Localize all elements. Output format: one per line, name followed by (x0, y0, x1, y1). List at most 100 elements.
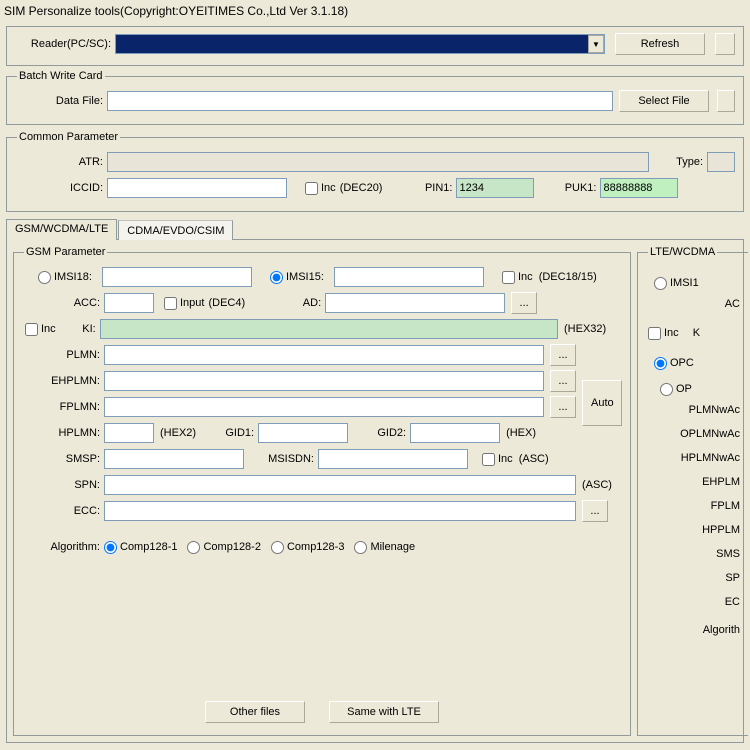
hplmn-label: HPLMN: (22, 427, 104, 439)
ehplmn-input[interactable] (104, 371, 544, 391)
lte-group: LTE/WCDMA IMSI1 AC IncK OPC OP PLMNwAc O… (637, 246, 748, 736)
other-files-button[interactable]: Other files (205, 701, 305, 723)
gid1-input[interactable] (258, 423, 348, 443)
lte-sp-label: SP (646, 572, 740, 584)
dec20-label: (DEC20) (340, 182, 383, 194)
lte-ehplm-label: EHPLM (646, 476, 740, 488)
hex-label: (HEX) (506, 427, 536, 439)
lte-hpplm-label: HPPLM (646, 524, 740, 536)
gid2-input[interactable] (410, 423, 500, 443)
lte-ac-label: AC (646, 298, 740, 310)
pin1-input[interactable] (456, 178, 534, 198)
lte-ec-label: EC (646, 596, 740, 608)
lte-opc-label: OPC (670, 357, 694, 369)
iccid-inc-checkbox[interactable] (305, 182, 318, 195)
algorithm-label: Algorithm: (22, 541, 104, 553)
gid2-label: GID2: (348, 427, 410, 439)
plmn-input[interactable] (104, 345, 544, 365)
asc1-label: (ASC) (519, 453, 549, 465)
acc-input-checkbox[interactable] (164, 297, 177, 310)
fplmn-input[interactable] (104, 397, 544, 417)
lte-legend: LTE/WCDMA (648, 246, 717, 258)
imsi18-radio[interactable] (38, 271, 51, 284)
refresh-button[interactable]: Refresh (615, 33, 705, 55)
imsi18-input[interactable] (102, 267, 252, 287)
ki-inc-label: Inc (41, 323, 56, 335)
iccid-input[interactable] (107, 178, 287, 198)
reader-combo[interactable]: ▼ (115, 34, 605, 54)
gid1-label: GID1: (196, 427, 258, 439)
datafile-input[interactable] (107, 91, 613, 111)
msisdn-inc-checkbox[interactable] (482, 453, 495, 466)
imsi15-label: IMSI15: (286, 271, 334, 283)
lte-k-label: K (693, 327, 700, 339)
tab-cdma[interactable]: CDMA/EVDO/CSIM (118, 220, 233, 240)
lte-op-label: OP (676, 383, 692, 395)
select-file-button[interactable]: Select File (619, 90, 709, 112)
extra-button[interactable] (715, 33, 735, 55)
comp3-radio[interactable] (271, 541, 284, 554)
lte-opc-radio[interactable] (654, 357, 667, 370)
imsi18-label: IMSI18: (54, 271, 102, 283)
ad-input[interactable] (325, 293, 505, 313)
ki-inc-checkbox[interactable] (25, 323, 38, 336)
gsm-legend: GSM Parameter (24, 246, 107, 258)
ecc-input[interactable] (104, 501, 576, 521)
acc-input[interactable] (104, 293, 154, 313)
ecc-more-button[interactable]: ... (582, 500, 608, 522)
fplmn-more-button[interactable]: ... (550, 396, 576, 418)
lte-imsi1-radio[interactable] (654, 277, 667, 290)
imsi-inc-checkbox[interactable] (502, 271, 515, 284)
ki-label: KI: (56, 323, 100, 335)
lte-imsi1-label: IMSI1 (670, 277, 699, 289)
comp2-radio[interactable] (187, 541, 200, 554)
imsi-inc-label: Inc (518, 271, 533, 283)
puk1-label: PUK1: (542, 182, 600, 194)
msisdn-label: MSISDN: (244, 453, 318, 465)
batch-extra-button[interactable] (717, 90, 735, 112)
auto-button[interactable]: Auto (582, 380, 622, 426)
plmn-label: PLMN: (22, 349, 104, 361)
pin1-label: PIN1: (400, 182, 456, 194)
type-input (707, 152, 735, 172)
dec4-label: (DEC4) (208, 297, 245, 309)
imsi15-input[interactable] (334, 267, 484, 287)
ecc-label: ECC: (22, 505, 104, 517)
iccid-inc-label: Inc (321, 182, 336, 194)
ad-label: AD: (245, 297, 325, 309)
tab-content: GSM Parameter IMSI18: IMSI15: Inc (DEC18… (6, 239, 744, 743)
ehplmn-more-button[interactable]: ... (550, 370, 576, 392)
batch-group: Batch Write Card Data File: Select File (6, 70, 744, 125)
puk1-input[interactable] (600, 178, 678, 198)
hex32-label: (HEX32) (564, 323, 622, 335)
lte-algorith-label: Algorith (646, 624, 740, 636)
msisdn-input[interactable] (318, 449, 468, 469)
spn-input[interactable] (104, 475, 576, 495)
spn-label: SPN: (22, 479, 104, 491)
hplmn-input[interactable] (104, 423, 154, 443)
ki-input[interactable] (100, 319, 558, 339)
atr-label: ATR: (15, 156, 107, 168)
plmn-more-button[interactable]: ... (550, 344, 576, 366)
milenage-radio[interactable] (354, 541, 367, 554)
imsi15-radio[interactable] (270, 271, 283, 284)
acc-input-label: Input (180, 297, 204, 309)
msisdn-inc-label: Inc (498, 453, 513, 465)
comp2-label: Comp128-2 (203, 541, 260, 553)
smsp-input[interactable] (104, 449, 244, 469)
milenage-label: Milenage (370, 541, 415, 553)
hex2-label: (HEX2) (160, 427, 196, 439)
common-group: Common Parameter ATR: Type: ICCID: Inc (… (6, 131, 744, 212)
tab-bar: GSM/WCDMA/LTE CDMA/EVDO/CSIM (6, 219, 744, 240)
ad-more-button[interactable]: ... (511, 292, 537, 314)
comp1-radio[interactable] (104, 541, 117, 554)
chevron-down-icon[interactable]: ▼ (588, 35, 604, 53)
lte-inc-checkbox[interactable] (648, 327, 661, 340)
lte-fplm-label: FPLM (646, 500, 740, 512)
datafile-label: Data File: (15, 95, 107, 107)
iccid-label: ICCID: (15, 182, 107, 194)
reader-label: Reader(PC/SC): (15, 38, 115, 50)
same-lte-button[interactable]: Same with LTE (329, 701, 439, 723)
tab-gsm[interactable]: GSM/WCDMA/LTE (6, 219, 117, 240)
lte-op-radio[interactable] (660, 383, 673, 396)
